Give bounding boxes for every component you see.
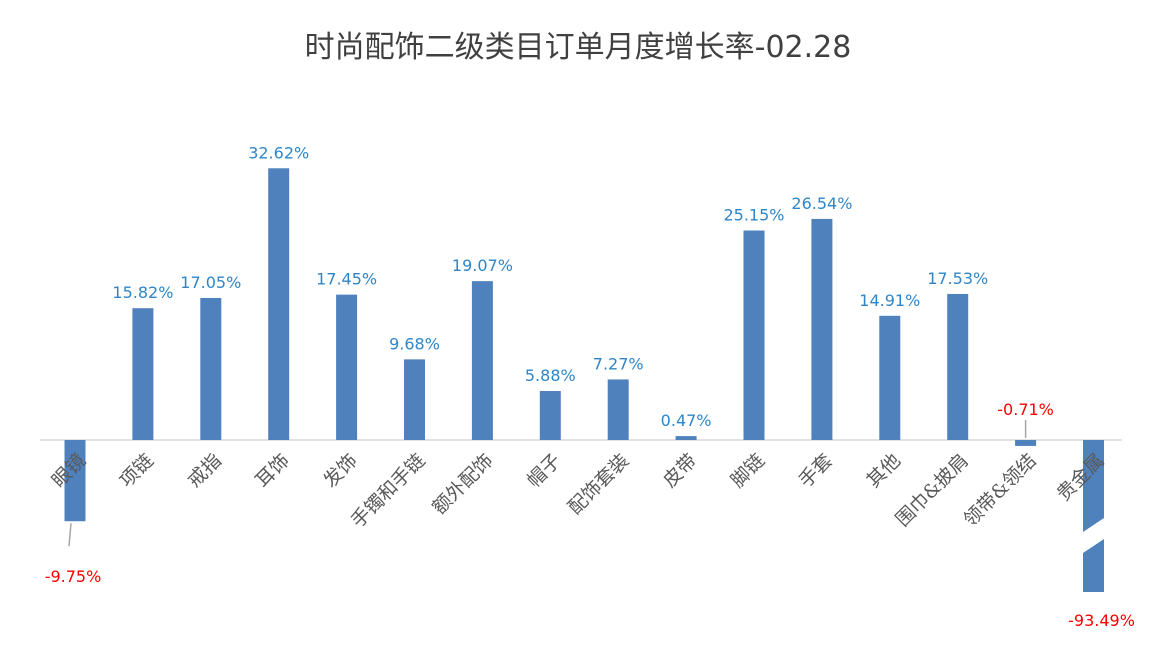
data-label-14: -0.71% — [997, 400, 1054, 419]
bar-15-upper — [1083, 440, 1104, 532]
data-label-12: 14.91% — [859, 291, 920, 310]
category-label-7: 帽子 — [523, 450, 565, 492]
category-label-10: 脚链 — [727, 450, 769, 492]
bar-14 — [1015, 440, 1037, 446]
category-label-14: 领带&领结 — [959, 450, 1040, 531]
chart-title: 时尚配饰二级类目订单月度增长率-02.28 — [304, 30, 852, 65]
bar-7 — [539, 391, 561, 440]
category-label-12: 其他 — [863, 450, 905, 492]
data-label-2: 17.05% — [180, 273, 241, 292]
bar-10 — [743, 230, 765, 440]
bar-4 — [336, 294, 358, 440]
bar-9 — [675, 436, 697, 440]
bar-3 — [268, 168, 290, 441]
data-label-7: 5.88% — [525, 366, 576, 385]
category-label-13: 围巾&披肩 — [892, 450, 973, 531]
bar-12 — [879, 315, 901, 440]
category-label-5: 手镯和手链 — [347, 450, 430, 533]
data-label-11: 26.54% — [791, 194, 852, 213]
bar-6 — [471, 281, 493, 440]
leader-line-0 — [68, 523, 72, 547]
data-label-15: -93.49% — [1068, 611, 1135, 630]
category-label-1: 项链 — [116, 450, 158, 492]
data-label-6: 19.07% — [452, 256, 513, 275]
data-label-10: 25.15% — [723, 206, 784, 225]
data-label-4: 17.45% — [316, 270, 377, 289]
category-label-2: 戒指 — [184, 450, 226, 492]
category-label-11: 手套 — [795, 450, 837, 492]
category-label-8: 配饰套装 — [564, 450, 633, 519]
category-label-6: 额外配饰 — [428, 450, 497, 519]
bar-13 — [947, 293, 969, 440]
data-label-8: 7.27% — [593, 354, 644, 373]
category-label-3: 耳饰 — [251, 450, 293, 492]
bar-1 — [132, 308, 154, 440]
bar-2 — [200, 297, 222, 440]
data-label-5: 9.68% — [389, 334, 440, 353]
bar-5 — [404, 359, 425, 440]
bar-0 — [64, 440, 86, 522]
data-label-9: 0.47% — [661, 411, 712, 430]
data-label-3: 32.62% — [248, 143, 309, 162]
data-label-1: 15.82% — [112, 283, 173, 302]
category-label-4: 发饰 — [319, 450, 361, 492]
data-label-13: 17.53% — [927, 269, 988, 288]
category-label-9: 皮带 — [659, 450, 701, 492]
bar-15-lower — [1083, 539, 1104, 592]
bar-11 — [811, 218, 833, 440]
data-label-0: -9.75% — [45, 567, 102, 586]
bar-8 — [607, 379, 629, 440]
